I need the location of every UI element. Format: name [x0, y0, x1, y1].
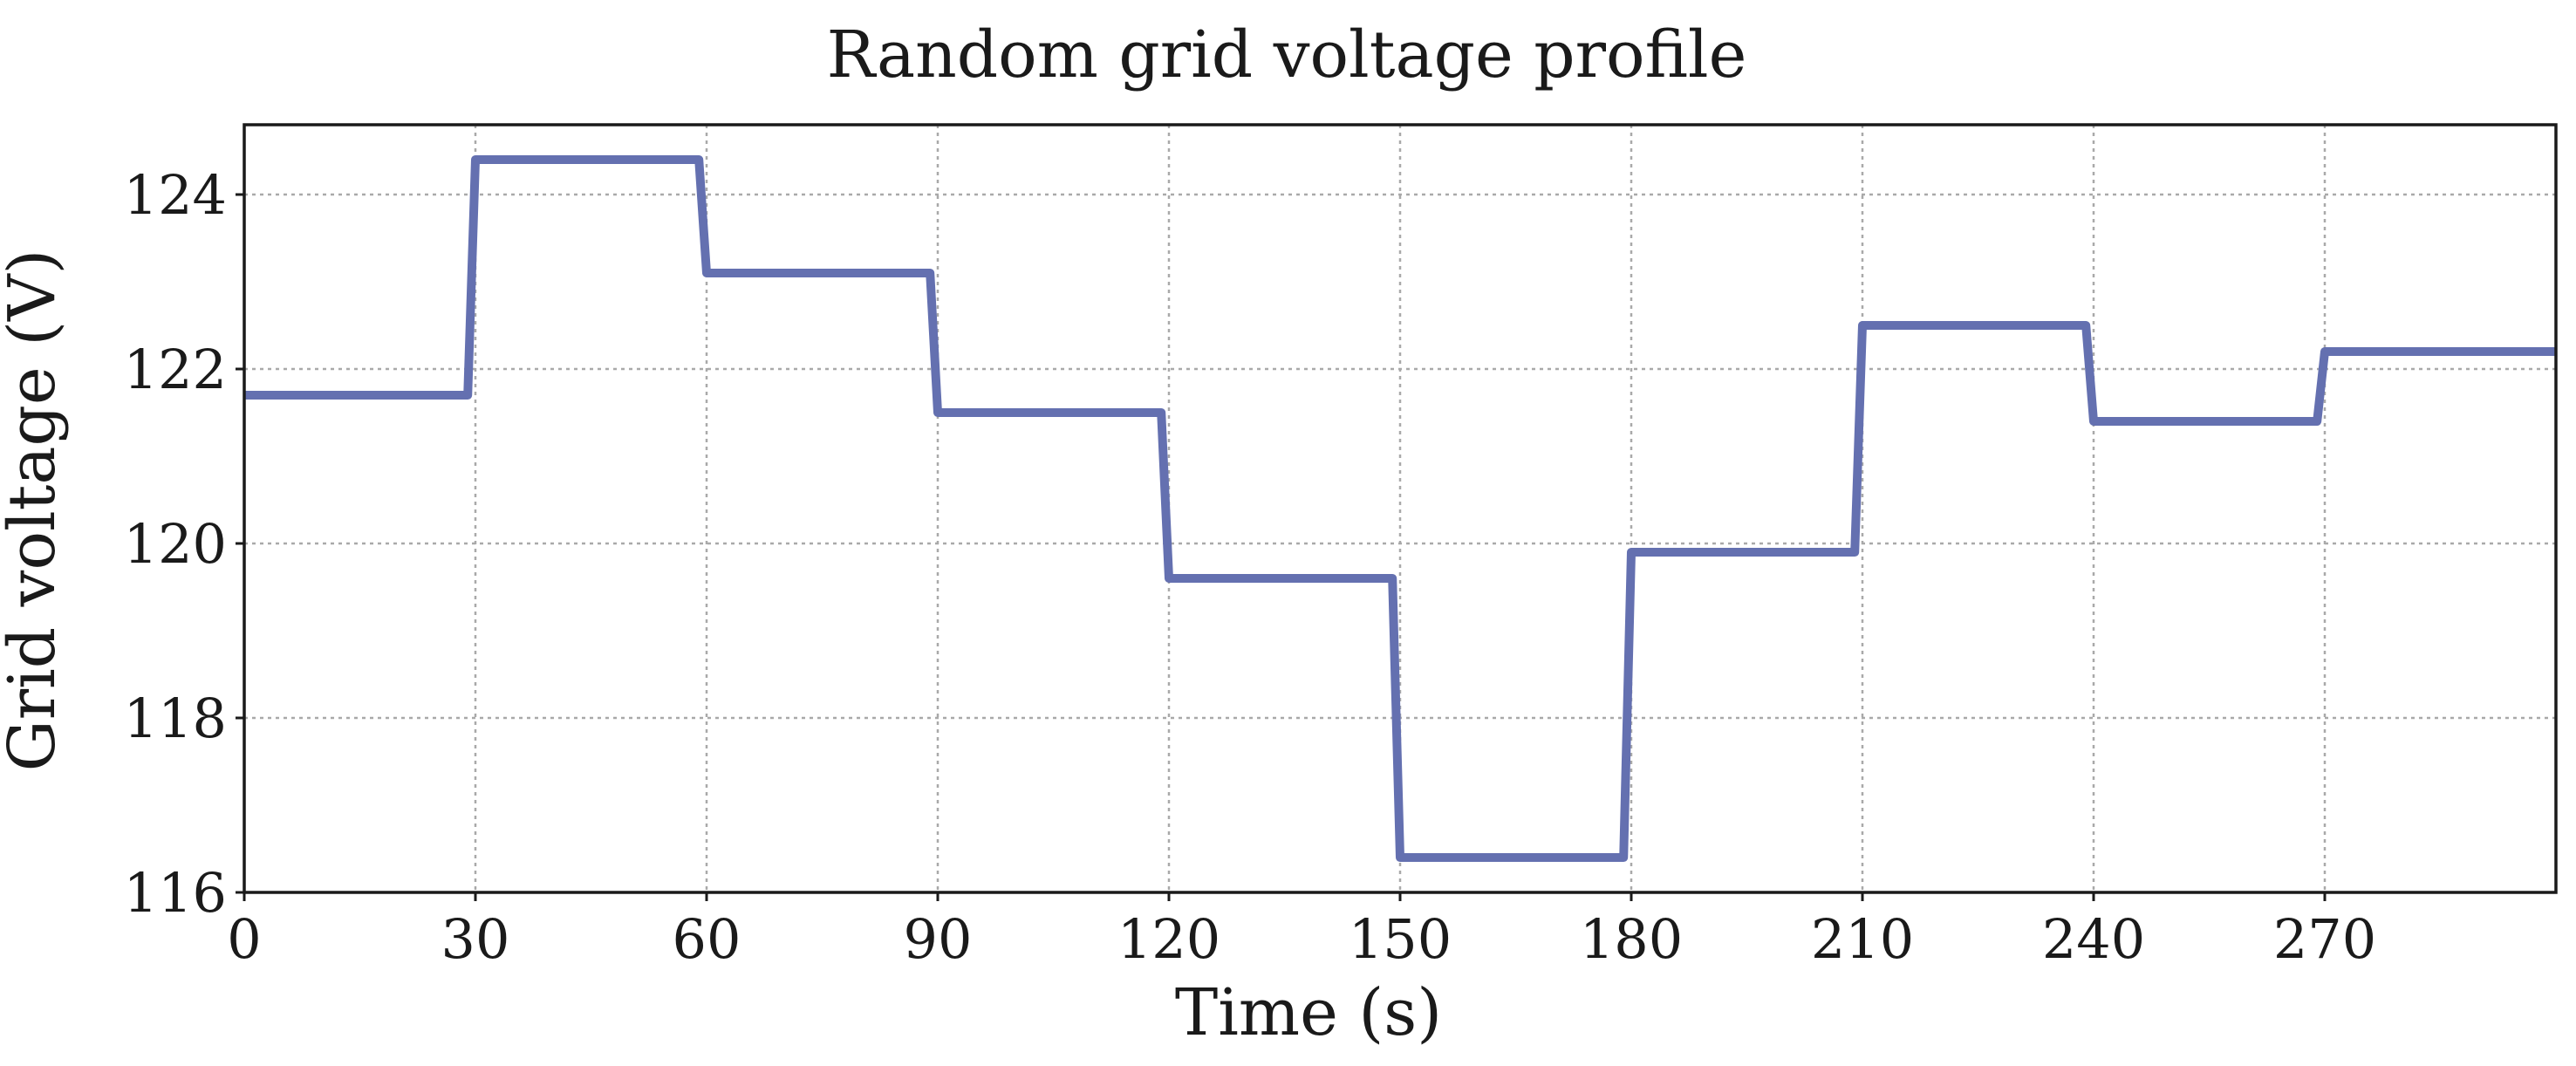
- x-tick-label: 90: [904, 907, 973, 971]
- voltage-series-line: [244, 155, 2556, 862]
- x-tick-label: 30: [441, 907, 510, 971]
- x-axis-label: Time (s): [1175, 975, 1442, 1050]
- x-tick-label: 180: [1580, 907, 1683, 971]
- y-tick-label: 116: [124, 861, 227, 925]
- y-tick-label: 120: [124, 512, 227, 576]
- chart-title: Random grid voltage profile: [827, 17, 1747, 92]
- x-axis-ticks: 0 30 60 90 120 150 180 210 240 270: [227, 892, 2376, 971]
- y-axis-ticks: 116 118 120 122 124: [124, 163, 244, 925]
- y-tick-label: 122: [124, 338, 227, 401]
- y-tick-label: 124: [124, 163, 227, 227]
- grid-lines: [244, 125, 2556, 892]
- x-tick-label: 270: [2273, 907, 2376, 971]
- series-group: [244, 155, 2556, 862]
- x-tick-label: 240: [2042, 907, 2145, 971]
- x-tick-label: 150: [1349, 907, 1452, 971]
- x-tick-label: 60: [673, 907, 741, 971]
- x-tick-label: 210: [1811, 907, 1914, 971]
- y-tick-label: 118: [124, 687, 227, 750]
- x-tick-label: 120: [1117, 907, 1220, 971]
- x-tick-label: 0: [227, 907, 261, 971]
- y-axis-label: Grid voltage (V): [0, 249, 70, 772]
